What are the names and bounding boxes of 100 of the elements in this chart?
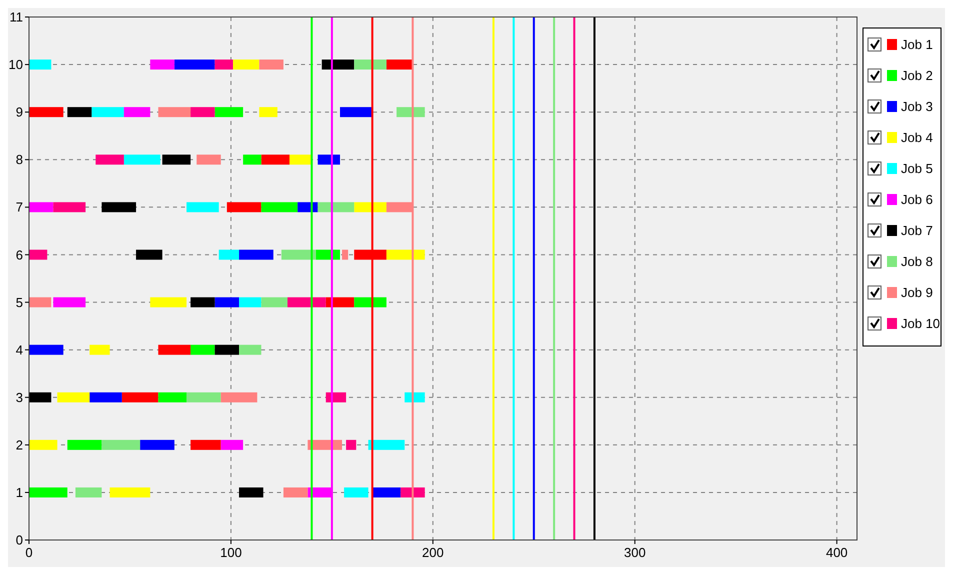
legend-label: Job 3 <box>901 99 933 114</box>
bar <box>29 107 64 118</box>
bar <box>239 344 262 355</box>
x-tick-label: 0 <box>25 545 33 560</box>
bar <box>368 440 405 450</box>
bar <box>162 154 191 165</box>
bar <box>196 154 221 165</box>
legend-label: Job 5 <box>901 161 933 176</box>
bar <box>102 440 140 450</box>
bar <box>158 392 187 402</box>
bar <box>386 60 413 70</box>
bar <box>283 487 308 498</box>
bar <box>75 487 102 498</box>
bar <box>220 392 258 402</box>
legend-label: Job 8 <box>901 254 933 269</box>
bar <box>261 154 290 165</box>
bar <box>243 154 262 165</box>
bar <box>124 107 150 118</box>
bar <box>122 392 158 402</box>
bar <box>354 202 386 212</box>
bar <box>124 154 160 165</box>
bar <box>29 297 52 308</box>
bar <box>340 107 372 118</box>
y-tick-label: 5 <box>16 294 23 310</box>
y-tick-label: 3 <box>16 390 23 405</box>
legend-label: Job 10 <box>901 316 940 331</box>
bar <box>346 440 356 450</box>
bar <box>53 297 86 308</box>
y-tick-label: 10 <box>8 57 23 72</box>
bar <box>158 107 191 118</box>
bar <box>232 60 260 70</box>
legend-label: Job 2 <box>901 68 933 83</box>
bar <box>261 297 288 308</box>
bar <box>214 297 240 308</box>
bar <box>400 487 425 498</box>
bar <box>57 392 90 402</box>
y-tick-label: 9 <box>16 104 23 120</box>
bar <box>158 344 191 355</box>
bar <box>190 440 221 450</box>
bar <box>354 297 386 308</box>
bar <box>226 202 262 212</box>
x-tick-label: 100 <box>220 545 242 560</box>
bar <box>67 440 102 450</box>
bar <box>386 250 425 260</box>
bar <box>150 297 187 308</box>
bar <box>90 392 122 402</box>
bar <box>29 250 48 260</box>
bar <box>259 107 278 118</box>
legend-label: Job 7 <box>901 223 933 238</box>
bar <box>372 487 401 498</box>
bar <box>298 202 318 212</box>
legend-label: Job 1 <box>901 37 933 52</box>
bar <box>190 297 215 308</box>
bar <box>29 202 54 212</box>
bar <box>396 107 425 118</box>
bar <box>326 297 354 308</box>
bar <box>239 297 262 308</box>
bar <box>96 154 124 165</box>
bar <box>214 60 233 70</box>
bar <box>214 344 240 355</box>
bar <box>102 202 136 212</box>
legend-label: Job 9 <box>901 285 933 300</box>
bar <box>190 107 215 118</box>
legend-label: Job 6 <box>901 192 933 207</box>
bar <box>318 202 354 212</box>
bar <box>67 107 92 118</box>
y-tick-label: 8 <box>16 152 23 168</box>
bar <box>404 392 425 402</box>
y-tick-label: 7 <box>16 200 23 215</box>
bar <box>53 202 86 212</box>
bar <box>344 487 368 498</box>
y-tick-label: 6 <box>16 247 23 262</box>
bar <box>190 344 215 355</box>
bar <box>29 487 68 498</box>
bar <box>140 440 174 450</box>
bar <box>342 250 348 260</box>
bar <box>214 107 244 118</box>
bar <box>322 60 354 70</box>
bar <box>259 60 284 70</box>
bar <box>290 154 312 165</box>
bar <box>220 440 244 450</box>
bar <box>110 487 150 498</box>
bar <box>261 202 298 212</box>
bar <box>136 250 162 260</box>
y-tick-label: 0 <box>16 532 23 548</box>
legend-label: Job 4 <box>901 130 933 145</box>
bar <box>29 60 52 70</box>
bar <box>90 344 110 355</box>
bar <box>218 250 240 260</box>
bar <box>239 487 264 498</box>
x-tick-label: 200 <box>422 545 444 560</box>
bar <box>318 154 340 165</box>
bar <box>186 392 221 402</box>
bar <box>354 60 386 70</box>
bar <box>186 202 219 212</box>
y-tick-label: 2 <box>16 437 23 452</box>
x-tick-label: 300 <box>624 545 646 560</box>
y-tick-label: 1 <box>16 485 23 500</box>
bar <box>239 250 274 260</box>
bar <box>150 60 174 70</box>
